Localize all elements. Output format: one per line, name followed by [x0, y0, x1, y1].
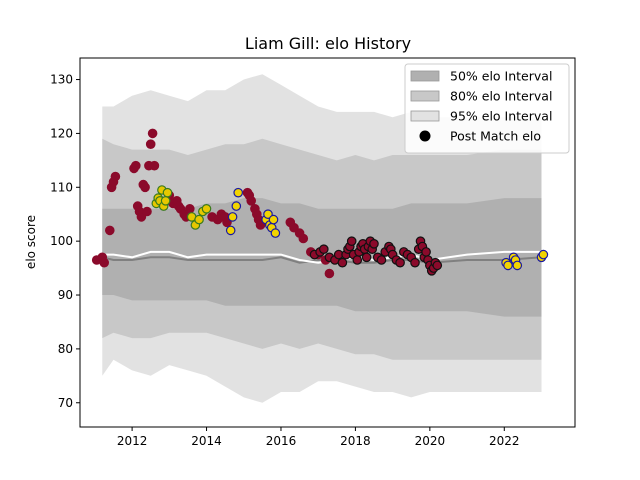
legend-swatch: [410, 70, 440, 82]
legend-label: 95% elo Interval: [450, 109, 552, 124]
y-tick-label: 90: [58, 288, 73, 302]
y-axis: 70 80 90 100 110 120 130: [50, 73, 80, 410]
data-point: [324, 268, 335, 279]
interval-bands: [102, 74, 542, 403]
x-tick-label: 2018: [340, 434, 371, 448]
data-point: [222, 217, 232, 228]
data-point: [105, 225, 115, 236]
data-point: [131, 160, 141, 171]
y-tick-label: 130: [50, 73, 73, 87]
data-point: [346, 236, 357, 246]
data-point: [318, 244, 329, 254]
data-point: [160, 196, 171, 206]
data-point: [298, 233, 309, 244]
legend-label: Post Match elo: [450, 129, 541, 144]
x-tick-label: 2012: [117, 434, 148, 448]
legend-box: [404, 63, 570, 154]
data-point: [145, 139, 156, 149]
x-tick-label: 2020: [415, 434, 446, 448]
legend-label: 80% elo Interval: [450, 89, 552, 104]
x-tick-label: 2022: [489, 434, 520, 448]
y-tick-label: 110: [50, 180, 73, 194]
data-point: [142, 206, 152, 217]
data-point: [270, 228, 281, 238]
legend: 50% elo Interval 80% elo Interval 95% elo …: [404, 63, 570, 154]
legend-marker: [419, 130, 431, 142]
plot-area: [91, 74, 549, 403]
axes-frame: [79, 57, 576, 428]
legend-swatch: [410, 90, 440, 102]
data-point: [231, 201, 242, 211]
data-point: [136, 212, 147, 222]
chart-title: Liam Gill: elo History: [245, 34, 411, 53]
post-match-points: [91, 128, 549, 279]
data-point: [233, 187, 243, 198]
y-tick-label: 120: [50, 126, 73, 140]
x-tick-label: 2016: [266, 434, 297, 448]
data-point: [194, 214, 204, 225]
data-point: [410, 257, 420, 268]
data-point: [289, 222, 299, 233]
data-point: [268, 214, 279, 225]
y-tick-label: 100: [50, 234, 73, 248]
data-point: [361, 252, 372, 263]
data-point: [352, 255, 363, 265]
legend-label: 50% elo Interval: [450, 69, 552, 84]
x-tick-label: 2014: [191, 434, 222, 448]
data-point: [110, 171, 121, 182]
y-tick-label: 70: [58, 396, 73, 410]
data-point: [140, 182, 150, 193]
y-axis-label: elo score: [24, 215, 38, 269]
data-point: [225, 225, 236, 236]
data-point: [538, 249, 549, 260]
data-point: [99, 257, 109, 268]
y-tick-label: 80: [58, 342, 73, 356]
x-axis: 2012 2014 2016 2018 2020 2022: [117, 427, 520, 448]
data-point: [201, 204, 212, 214]
data-point: [512, 260, 523, 271]
data-point: [337, 257, 348, 268]
data-point: [227, 212, 238, 222]
mean-line: [102, 256, 542, 264]
data-point: [432, 260, 443, 271]
data-point: [395, 257, 405, 268]
data-point: [185, 204, 195, 214]
data-point: [246, 196, 256, 206]
data-point: [376, 255, 387, 265]
data-point: [162, 187, 173, 198]
data-point: [149, 160, 160, 171]
data-point: [421, 247, 431, 257]
legend-swatch: [410, 110, 440, 122]
data-point: [147, 128, 158, 139]
data-point: [503, 260, 513, 271]
data-point: [369, 239, 379, 249]
